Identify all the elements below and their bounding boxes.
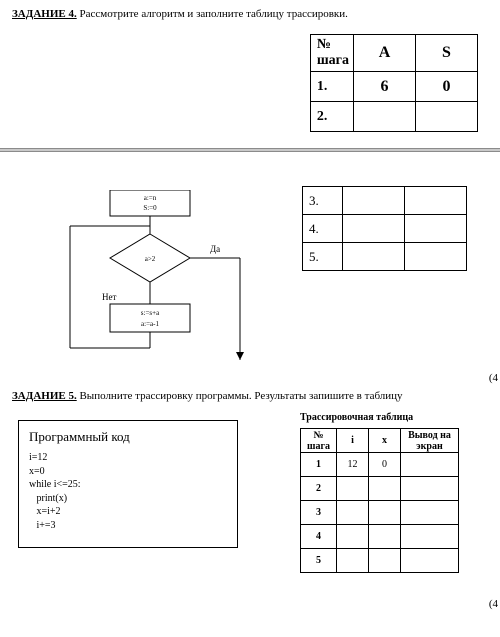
task4-flowchart: a:=n S:=0 a>2 Да Нет s:=s+a a:=a-1 xyxy=(50,190,270,370)
task5-code-box: Программный код i=12 x=0 while i<=25: pr… xyxy=(18,420,238,548)
code-line: i+=3 xyxy=(29,519,227,533)
code-line: x=0 xyxy=(29,465,227,479)
table-row: 4. xyxy=(303,215,467,243)
page-separator xyxy=(0,148,500,152)
task5-heading: ЗАДАНИЕ 5. Выполните трассировку програм… xyxy=(12,390,488,402)
task4-text: Рассмотрите алгоритм и заполните таблицу… xyxy=(77,8,348,20)
task5-trace-table: № шага i x Вывод на экран 1 12 0 2 3 4 5 xyxy=(300,428,459,573)
t5-header-out: Вывод на экран xyxy=(401,429,459,453)
code-line: i=12 xyxy=(29,451,227,465)
t4-header-s: S xyxy=(416,35,478,72)
task5-score: (4 xyxy=(489,598,498,610)
table-row: 2. xyxy=(310,102,477,132)
table-row: 3 xyxy=(301,501,459,525)
svg-text:s:=s+a: s:=s+a xyxy=(141,309,160,317)
task5-trace-title: Трассировочная таблица xyxy=(300,412,413,423)
table-row: 5 xyxy=(301,549,459,573)
table-row: 5. xyxy=(303,243,467,271)
t5-header-step: № шага xyxy=(301,429,337,453)
table-row: 3. xyxy=(303,187,467,215)
svg-text:a:=a-1: a:=a-1 xyxy=(141,320,159,328)
table-row: 4 xyxy=(301,525,459,549)
task4-heading: ЗАДАНИЕ 4. Рассмотрите алгоритм и заполн… xyxy=(12,8,488,20)
code-header: Программный код xyxy=(29,429,227,445)
t4-header-a: A xyxy=(354,35,416,72)
svg-text:Нет: Нет xyxy=(102,292,116,302)
task4-title: ЗАДАНИЕ 4. xyxy=(12,8,77,20)
task4-trace-table-top: № шага A S 1. 6 0 2. xyxy=(310,34,478,132)
code-line: while i<=25: xyxy=(29,478,227,492)
task5-text: Выполните трассировку программы. Результ… xyxy=(77,390,403,402)
code-line: print(x) xyxy=(29,492,227,506)
task5-title: ЗАДАНИЕ 5. xyxy=(12,390,77,402)
svg-text:a>2: a>2 xyxy=(145,255,156,263)
svg-text:S:=0: S:=0 xyxy=(143,204,157,212)
svg-text:Да: Да xyxy=(210,244,220,254)
table-row: 1 12 0 xyxy=(301,453,459,477)
table-row: 1. 6 0 xyxy=(310,72,477,102)
task4-score: (4 xyxy=(489,372,498,384)
table-row: 2 xyxy=(301,477,459,501)
t5-header-x: x xyxy=(369,429,401,453)
t5-header-i: i xyxy=(337,429,369,453)
task4-trace-table-bottom: 3. 4. 5. xyxy=(302,186,467,271)
t4-header-step: № шага xyxy=(310,35,353,72)
svg-text:a:=n: a:=n xyxy=(144,194,157,202)
code-line: x=i+2 xyxy=(29,505,227,519)
